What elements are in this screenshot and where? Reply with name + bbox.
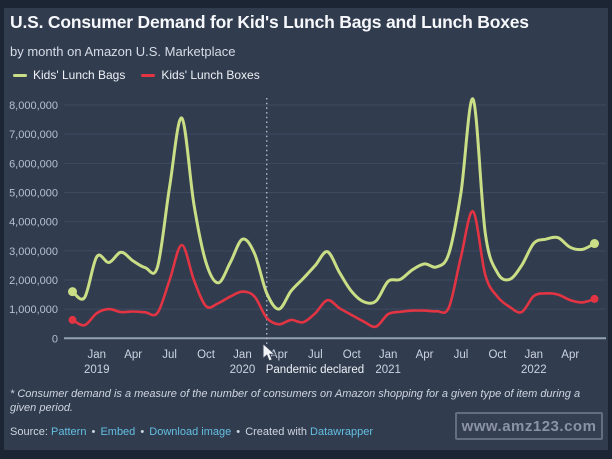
separator-dot: • xyxy=(91,426,96,438)
x-axis-month-label: Jul xyxy=(454,349,469,361)
legend-item-lunch-bags: Kids' Lunch Bags xyxy=(13,68,125,82)
series-endpoint-dot-lunch-bags xyxy=(68,287,77,297)
series-line-lunch-bags xyxy=(71,97,596,311)
window-frame-top xyxy=(0,0,612,8)
page-title: U.S. Consumer Demand for Kid's Lunch Bag… xyxy=(10,12,529,32)
window-frame-right xyxy=(608,0,612,459)
x-axis-month-label: Apr xyxy=(270,349,288,361)
x-axis-year-label: 2020 xyxy=(230,364,256,376)
lunch-boxes-swatch-icon xyxy=(141,73,156,77)
y-axis-label: 0 xyxy=(52,333,58,345)
series-line-lunch-boxes xyxy=(71,210,596,329)
series-endpoint-dot-lunch-bags xyxy=(590,239,600,249)
y-axis-label: 8,000,000 xyxy=(9,100,58,112)
lunch-bags-swatch-icon xyxy=(13,73,27,77)
source-link-pattern[interactable]: Pattern xyxy=(50,426,87,438)
x-axis-month-label: Jan xyxy=(379,349,398,361)
legend: Kids' Lunch Bags Kids' Lunch Boxes xyxy=(13,68,260,82)
x-axis-year-label: 2021 xyxy=(375,364,401,376)
mouse-cursor-icon xyxy=(262,343,277,362)
series-endpoint-dot-lunch-boxes xyxy=(68,315,77,324)
legend-label: Kids' Lunch Boxes xyxy=(161,68,260,82)
watermark-badge: www.amz123.com xyxy=(455,412,603,440)
download-image-link[interactable]: Download image xyxy=(149,426,232,438)
window-frame-left xyxy=(0,0,4,459)
x-axis-month-label: Oct xyxy=(197,349,216,361)
separator-dot: • xyxy=(236,426,241,438)
page-subtitle: by month on Amazon U.S. Marketplace xyxy=(10,44,236,59)
x-axis-month-label: Jan xyxy=(233,349,252,361)
y-axis-label: 7,000,000 xyxy=(9,129,58,141)
pandemic-annotation-label: Pandemic declared xyxy=(266,364,364,376)
series-endpoint-dot-lunch-boxes xyxy=(590,294,599,303)
x-axis-month-label: Jan xyxy=(525,349,544,361)
footnote: * Consumer demand is a measure of the nu… xyxy=(10,388,581,415)
x-axis-month-label: Oct xyxy=(343,349,362,361)
x-axis-month-label: Apr xyxy=(416,349,434,361)
y-axis-label: 5,000,000 xyxy=(9,188,58,200)
x-axis-year-label: 2022 xyxy=(521,364,547,376)
source-row: Source: Pattern • Embed • Download image… xyxy=(10,426,373,438)
y-axis-label: 3,000,000 xyxy=(9,246,58,258)
legend-item-lunch-boxes: Kids' Lunch Boxes xyxy=(141,68,260,82)
window-frame-bottom xyxy=(0,450,612,459)
x-axis-year-label: 2019 xyxy=(84,364,110,376)
embed-link[interactable]: Embed xyxy=(100,426,136,438)
x-axis-month-label: Apr xyxy=(124,349,142,361)
x-axis-month-label: Jul xyxy=(162,349,177,361)
created-with-text: Created with xyxy=(245,426,307,438)
x-axis-month-label: Jul xyxy=(308,349,323,361)
y-axis-label: 6,000,000 xyxy=(9,158,58,170)
legend-label: Kids' Lunch Bags xyxy=(33,68,126,82)
y-axis-label: 1,000,000 xyxy=(9,304,58,316)
source-prefix: Source: xyxy=(10,426,48,438)
datawrapper-link[interactable]: Datawrapper xyxy=(310,426,374,438)
y-axis-label: 4,000,000 xyxy=(9,217,58,229)
y-axis-label: 2,000,000 xyxy=(9,275,58,287)
line-chart: 0 1,000,000 2,000,000 3,000,000 4,000,000 5,0… xyxy=(9,97,606,376)
separator-dot: • xyxy=(140,426,145,438)
x-axis-month-label: Oct xyxy=(488,349,507,361)
x-axis-month-label: Jan xyxy=(88,349,107,361)
x-axis-month-label: Apr xyxy=(561,349,579,361)
